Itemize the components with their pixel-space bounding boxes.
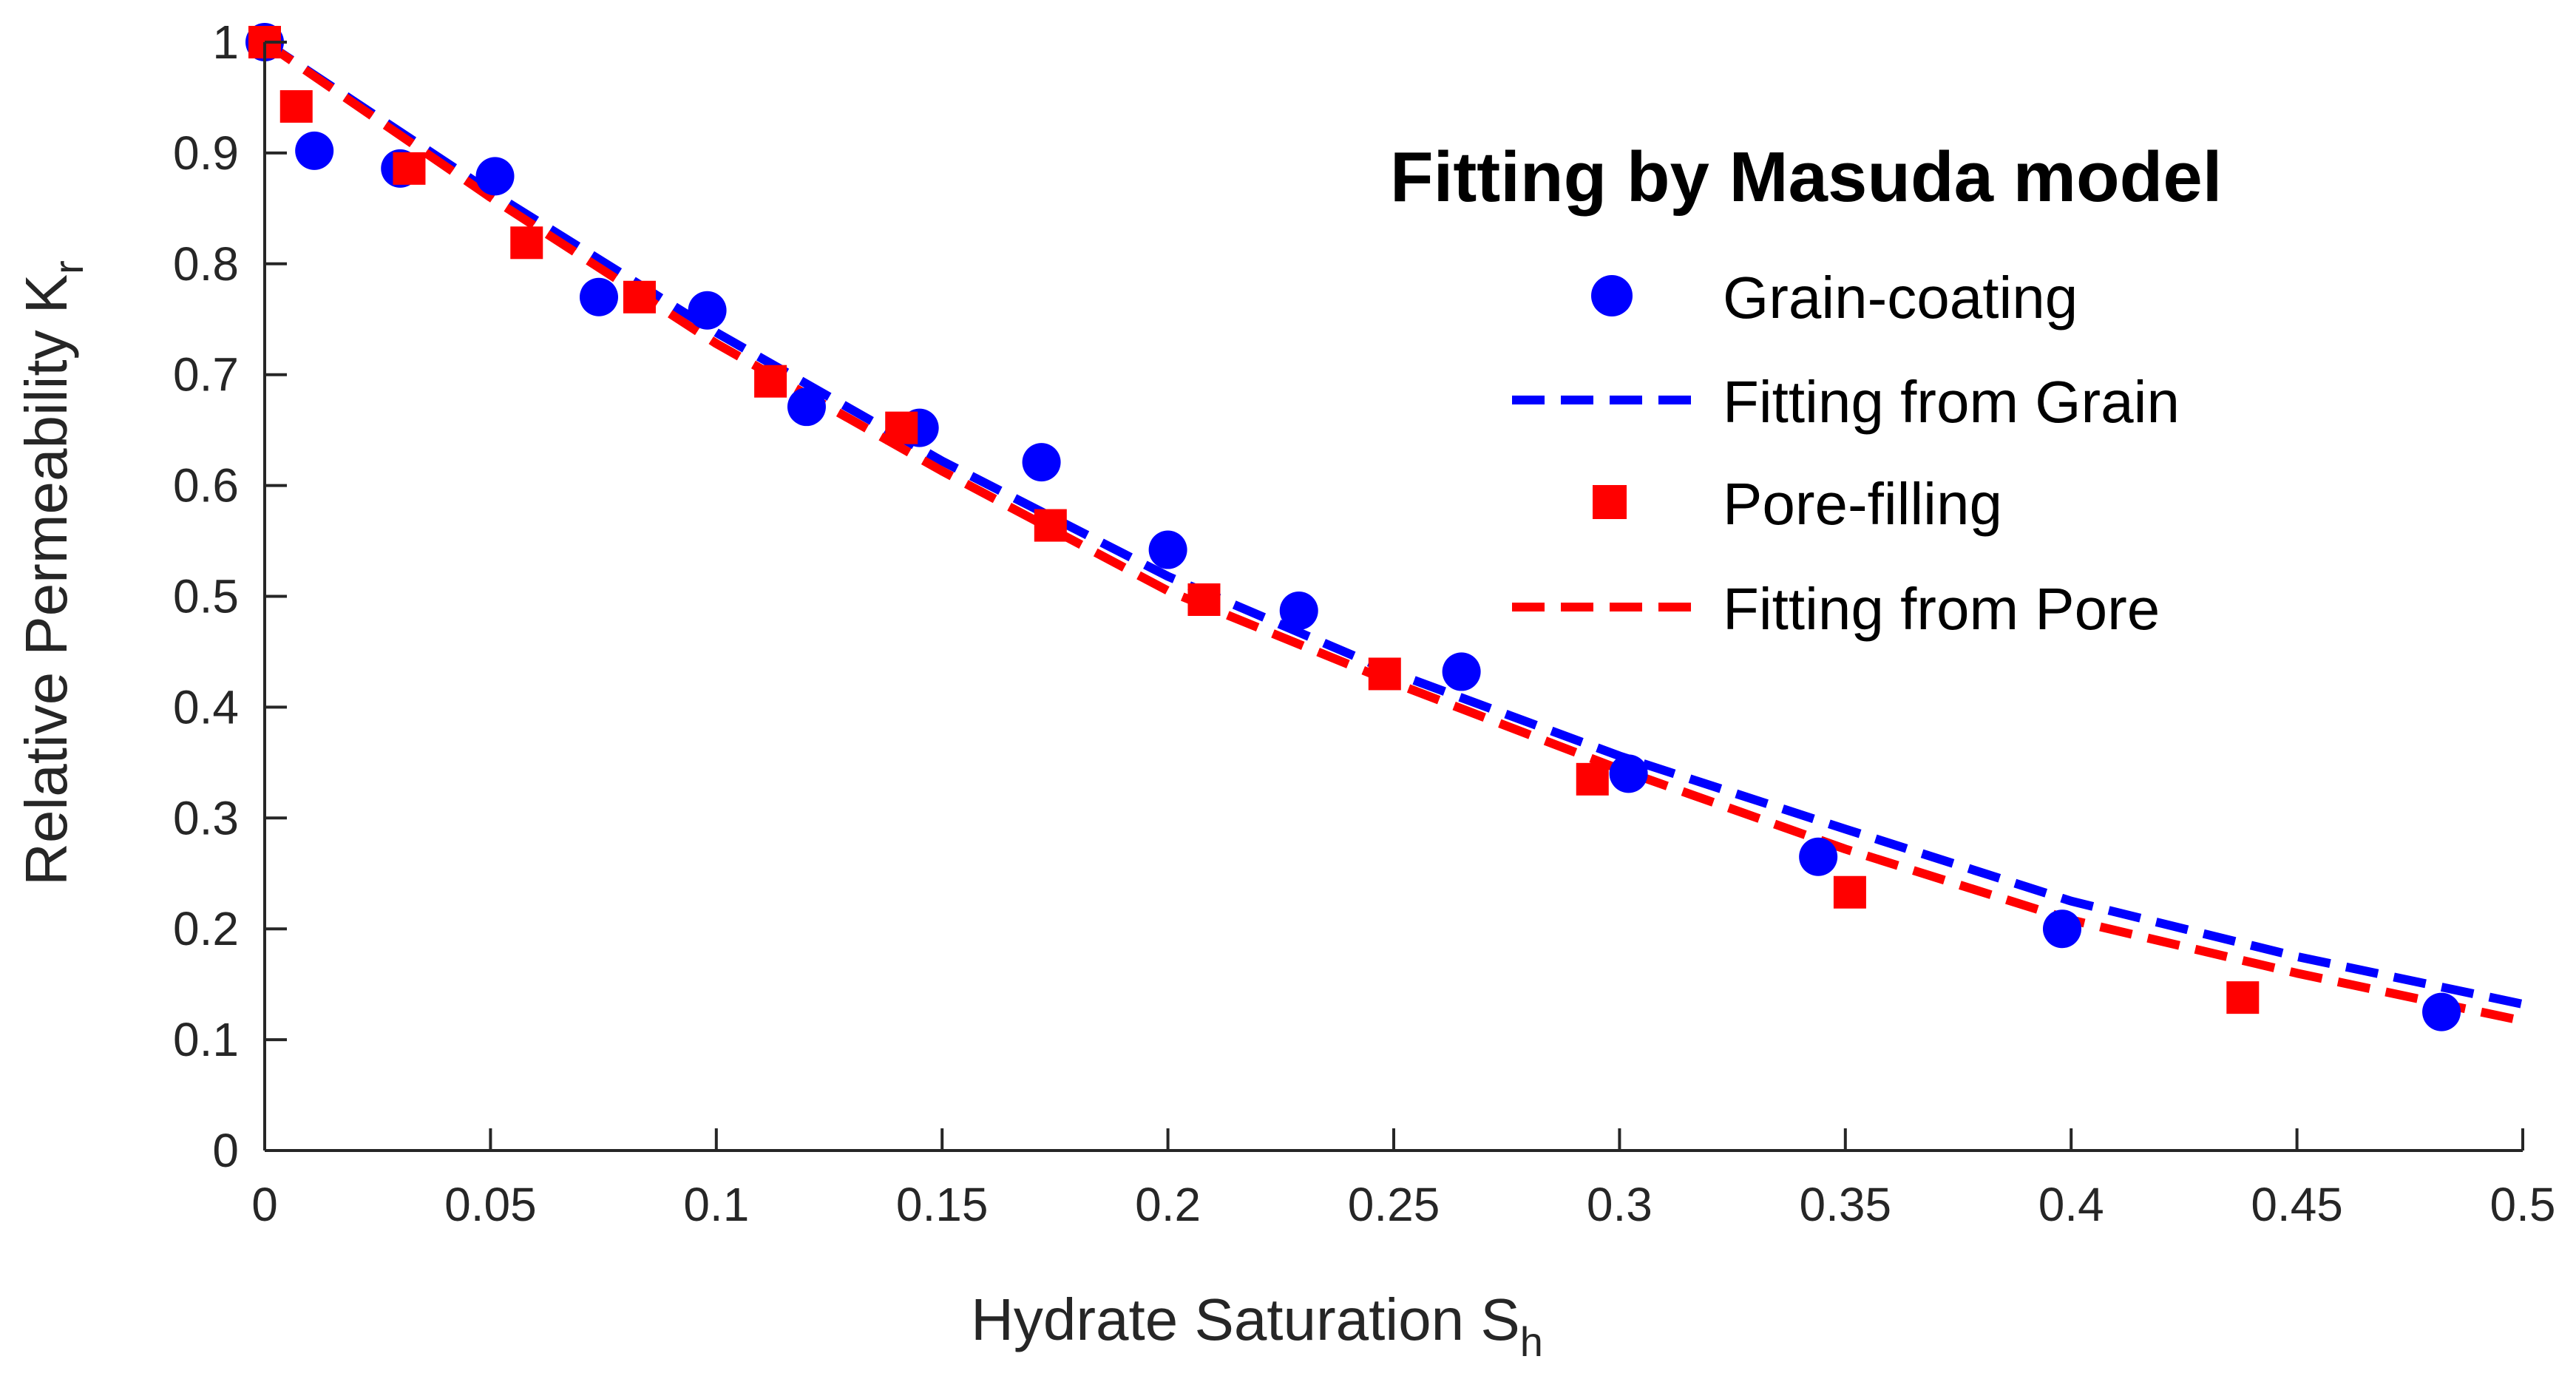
data-point-grain-coating (2422, 992, 2461, 1031)
legend-title: Fitting by Masuda model (1390, 138, 2222, 217)
y-tick-label: 0.5 (173, 570, 239, 623)
y-tick-label: 0.4 (173, 680, 239, 733)
y-tick-label: 0.2 (173, 902, 239, 955)
y-tick-label: 0.9 (173, 126, 239, 180)
x-tick-label: 0.4 (2038, 1178, 2104, 1231)
x-tick-label: 0.3 (1587, 1178, 1653, 1231)
x-tick-label: 0.5 (2490, 1178, 2556, 1231)
data-point-grain-coating (1022, 443, 1061, 482)
data-point-pore-filling (623, 280, 656, 314)
data-point-pore-filling (1368, 657, 1401, 691)
legend-marker-pore-filling (1593, 485, 1627, 519)
data-point-grain-coating (1148, 530, 1187, 569)
data-point-grain-coating (2042, 909, 2081, 949)
tick-labels: 0 0.05 0.1 0.15 0.2 0.25 0.3 0.35 0.4 0.45 0.5 0 0.1… (173, 16, 2555, 1231)
data-point-grain-coating (1609, 754, 1648, 793)
data-point-pore-filling (510, 226, 543, 260)
x-axis-label-main: Hydrate Saturation S (971, 1287, 1520, 1352)
x-axis-label-sub: h (1520, 1318, 1543, 1365)
data-point-pore-filling (1576, 762, 1609, 796)
legend: Fitting by Masuda model Grain-coating Fi… (1390, 138, 2222, 642)
y-axis-label-main: Relative Permeability K (13, 274, 79, 886)
data-point-pore-filling (754, 365, 787, 398)
data-point-grain-coating (688, 291, 727, 330)
x-tick-label: 0.2 (1135, 1178, 1201, 1231)
data-point-grain-coating (1799, 837, 1838, 876)
data-point-grain-coating (1279, 591, 1318, 630)
y-tick-label: 0.8 (173, 237, 239, 291)
data-point-grain-coating (579, 277, 618, 316)
data-point-pore-filling (1034, 509, 1067, 542)
data-point-grain-coating (787, 387, 826, 427)
legend-label-grain-coating: Grain-coating (1723, 265, 2078, 331)
x-tick-label: 0.05 (444, 1178, 537, 1231)
x-tick-label: 0 (251, 1178, 278, 1231)
data-point-grain-coating (1442, 652, 1481, 691)
x-tick-label: 0.1 (683, 1178, 749, 1231)
data-point-pore-filling (1833, 875, 1866, 909)
data-point-pore-filling (393, 152, 426, 185)
y-tick-label: 1 (212, 16, 239, 69)
legend-label-pore-filling: Pore-filling (1723, 471, 2002, 537)
data-point-grain-coating (295, 131, 334, 170)
data-point-pore-filling (885, 411, 918, 444)
y-tick-label: 0 (212, 1124, 239, 1177)
data-point-pore-filling (2226, 981, 2260, 1014)
legend-label-fitting-pore: Fitting from Pore (1723, 576, 2160, 642)
legend-marker-grain-coating (1591, 275, 1633, 316)
axes (263, 41, 2524, 1152)
y-tick-label: 0.3 (173, 791, 239, 844)
plot-points (245, 23, 2461, 1031)
y-axis-label: Relative Permeability Kr (13, 260, 92, 886)
y-tick-label: 0.1 (173, 1013, 239, 1066)
x-axis-label: Hydrate Saturation Sh (971, 1287, 1543, 1365)
data-point-grain-coating (475, 157, 515, 196)
x-tick-label: 0.25 (1348, 1178, 1440, 1231)
data-point-pore-filling (1187, 583, 1221, 616)
data-point-pore-filling (279, 89, 313, 123)
x-tick-label: 0.35 (1800, 1178, 1892, 1231)
x-tick-label: 0.45 (2251, 1178, 2343, 1231)
legend-label-fitting-grain: Fitting from Grain (1723, 369, 2180, 435)
y-axis-label-sub: r (45, 260, 92, 274)
x-tick-label: 0.15 (896, 1178, 989, 1231)
y-tick-label: 0.7 (173, 348, 239, 401)
y-tick-label: 0.6 (173, 459, 239, 512)
